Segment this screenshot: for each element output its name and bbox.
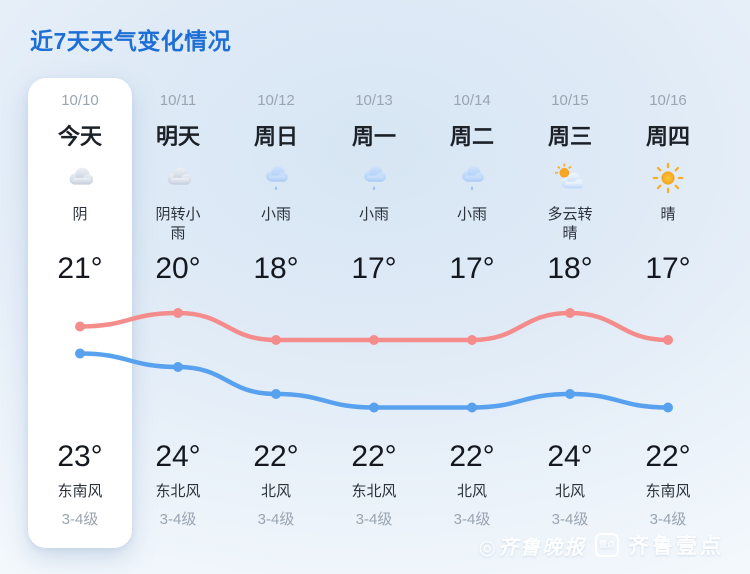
- sun-cloud-icon: [553, 161, 587, 195]
- wind-level-label: 3-4级: [159, 511, 197, 528]
- sun-icon: [651, 161, 685, 195]
- low-temp-blue-line-point: [75, 348, 85, 359]
- temp-top-label: 21°: [57, 252, 103, 285]
- overcast-icon: [161, 161, 195, 195]
- high-temp-red-line-point: [271, 335, 281, 345]
- paper-logo-mark-icon: ◎: [478, 536, 498, 559]
- wind-level-label: 3-4级: [355, 511, 393, 528]
- wind-level-label: 3-4级: [649, 511, 687, 528]
- temp-bottom-label: 22°: [253, 440, 299, 473]
- high-temp-red-line-point: [173, 308, 183, 318]
- paper-name: 齐鲁晚报: [498, 536, 586, 559]
- wind-direction-label: 东南风: [57, 483, 103, 500]
- wind-level-label: 3-4级: [61, 511, 99, 528]
- day-label: 周三: [547, 124, 592, 149]
- high-temp-red-line-point: [663, 335, 673, 345]
- today-highlight-card: [28, 78, 132, 548]
- wind-direction-label: 北风: [456, 483, 487, 500]
- temp-bottom-label: 23°: [57, 440, 103, 473]
- forecast-column[interactable]: 10/13 周一 小雨 17° 22° 东北风 3-4级: [325, 78, 423, 548]
- low-temp-blue-line-point: [467, 402, 477, 413]
- temp-top-label: 18°: [547, 252, 593, 285]
- condition-label: 阴: [72, 206, 88, 223]
- wind-level-label: 3-4级: [551, 511, 589, 528]
- high-temp-red-line-point: [75, 321, 85, 332]
- temperature-trend-chart: [75, 308, 673, 413]
- condition-label: 小雨: [260, 206, 291, 223]
- day-label: 明天: [155, 124, 200, 149]
- rain-icon: [455, 161, 489, 195]
- temp-top-label: 17°: [449, 252, 495, 285]
- condition-label: 多云转晴: [547, 206, 593, 242]
- low-temp-blue-line-point: [173, 362, 183, 372]
- date-label: 10/10: [61, 92, 99, 109]
- date-label: 10/13: [355, 92, 393, 109]
- watermark: ◎齐鲁晚报 壹点 齐鲁壹点: [479, 530, 724, 560]
- day-label: 周四: [645, 124, 690, 149]
- condition-label: 阴转小雨: [155, 206, 201, 242]
- date-label: 10/11: [159, 92, 197, 109]
- forecast-column[interactable]: 10/12 周日 小雨 18° 22° 北风 3-4级: [227, 78, 325, 548]
- temp-top-label: 17°: [645, 252, 691, 285]
- condition-label: 小雨: [456, 206, 487, 223]
- date-label: 10/15: [551, 92, 589, 109]
- page-title: 近7天天气变化情况: [30, 28, 232, 54]
- wind-level-label: 3-4级: [257, 511, 295, 528]
- day-label: 周二: [449, 124, 494, 149]
- temp-top-label: 18°: [253, 252, 299, 285]
- wind-direction-label: 东南风: [645, 483, 691, 500]
- paper-logo: ◎齐鲁晚报: [479, 531, 586, 560]
- temp-bottom-label: 22°: [449, 440, 495, 473]
- forecast-column[interactable]: 10/14 周二 小雨 17° 22° 北风 3-4级: [423, 78, 521, 548]
- temp-top-label: 20°: [155, 252, 201, 285]
- wind-direction-label: 北风: [260, 483, 291, 500]
- rain-icon: [357, 161, 391, 195]
- forecast-column[interactable]: 10/16 周四 晴 17° 22° 东南风 3-4级: [619, 78, 717, 548]
- condition-label: 小雨: [358, 206, 389, 223]
- overcast-icon: [63, 161, 97, 195]
- rain-icon: [259, 161, 293, 195]
- high-temp-red-line-point: [565, 308, 575, 318]
- wind-level-label: 3-4级: [453, 511, 491, 528]
- forecast-column[interactable]: 10/15 周三 多云转晴 18° 24° 北风 3-4级: [521, 78, 619, 548]
- temp-bottom-label: 22°: [351, 440, 397, 473]
- temp-bottom-label: 22°: [645, 440, 691, 473]
- date-label: 10/16: [649, 92, 687, 109]
- low-temp-blue-line-point: [369, 402, 379, 413]
- app-name: 齐鲁壹点: [628, 535, 724, 558]
- date-label: 10/12: [257, 92, 295, 109]
- high-temp-red-line-point: [467, 335, 477, 345]
- wind-direction-label: 北风: [554, 483, 585, 500]
- app-badge-icon: 壹点: [595, 533, 619, 557]
- low-temp-blue-line-point: [565, 389, 575, 399]
- temp-bottom-label: 24°: [155, 440, 201, 473]
- forecast-columns: 10/10 今天 阴 21° 23° 东南风 3-4级 10/11 明天 阴转小…: [31, 78, 717, 548]
- forecast-column-today[interactable]: 10/10 今天 阴 21° 23° 东南风 3-4级: [31, 78, 129, 548]
- wind-direction-label: 东北风: [351, 483, 397, 500]
- temp-bottom-label: 24°: [547, 440, 593, 473]
- low-temp-blue-line-point: [271, 389, 281, 399]
- temp-top-label: 17°: [351, 252, 397, 285]
- high-temp-red-line-point: [369, 335, 379, 345]
- wind-direction-label: 东北风: [155, 483, 201, 500]
- condition-label: 晴: [660, 206, 676, 223]
- date-label: 10/14: [453, 92, 491, 109]
- day-label: 周一: [351, 124, 396, 149]
- forecast-column[interactable]: 10/11 明天 阴转小雨 20° 24° 东北风 3-4级: [129, 78, 227, 548]
- day-label: 今天: [57, 124, 102, 149]
- day-label: 周日: [253, 124, 298, 149]
- low-temp-blue-line-point: [663, 402, 673, 413]
